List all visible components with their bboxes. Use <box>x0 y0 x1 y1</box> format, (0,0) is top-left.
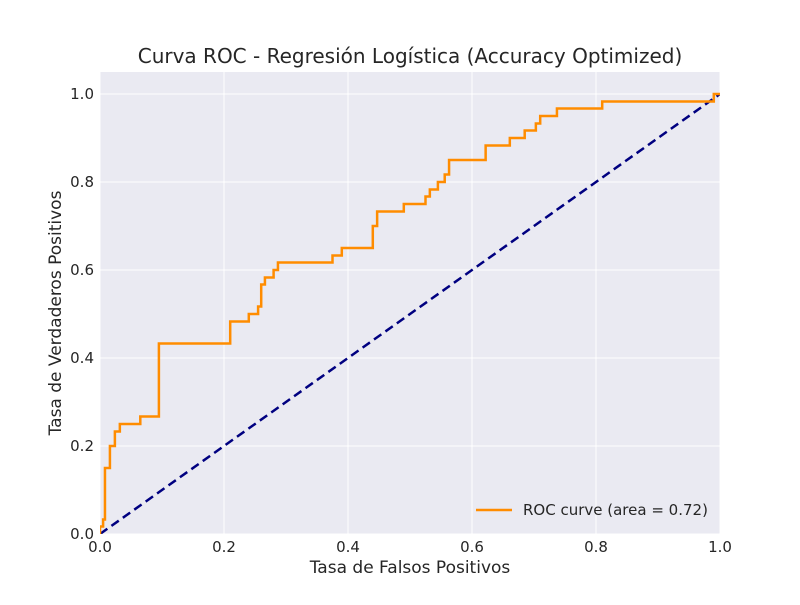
roc-curve-line <box>100 92 720 534</box>
y-axis-label: Tasa de Verdaderos Positivos <box>46 190 66 436</box>
y-tick-label: 0.6 <box>70 261 94 279</box>
legend-label: ROC curve (area = 0.72) <box>523 501 708 519</box>
y-tick-label: 0.2 <box>70 437 94 455</box>
y-tick-label: 0.0 <box>70 525 94 543</box>
x-axis-label: Tasa de Falsos Positivos <box>309 558 511 578</box>
y-axis-ticks: 0.0 0.2 0.4 0.6 0.8 1.0 <box>70 85 94 543</box>
y-tick-label: 0.4 <box>70 349 94 367</box>
plot-area <box>100 72 720 534</box>
chance-diagonal-line <box>100 92 720 534</box>
grid-lines <box>99 72 721 535</box>
chart-title: Curva ROC - Regresión Logística (Accurac… <box>138 44 683 68</box>
y-tick-label: 0.8 <box>70 173 94 191</box>
x-tick-label: 0.4 <box>336 538 360 556</box>
y-tick-label: 1.0 <box>70 85 94 103</box>
x-tick-label: 1.0 <box>708 538 732 556</box>
x-axis-ticks: 0.0 0.2 0.4 0.6 0.8 1.0 <box>88 538 732 556</box>
x-tick-label: 0.0 <box>88 538 112 556</box>
legend: ROC curve (area = 0.72) <box>476 501 708 519</box>
x-tick-label: 0.2 <box>212 538 236 556</box>
series-layer <box>100 92 720 534</box>
x-tick-label: 0.8 <box>584 538 608 556</box>
x-tick-label: 0.6 <box>460 538 484 556</box>
